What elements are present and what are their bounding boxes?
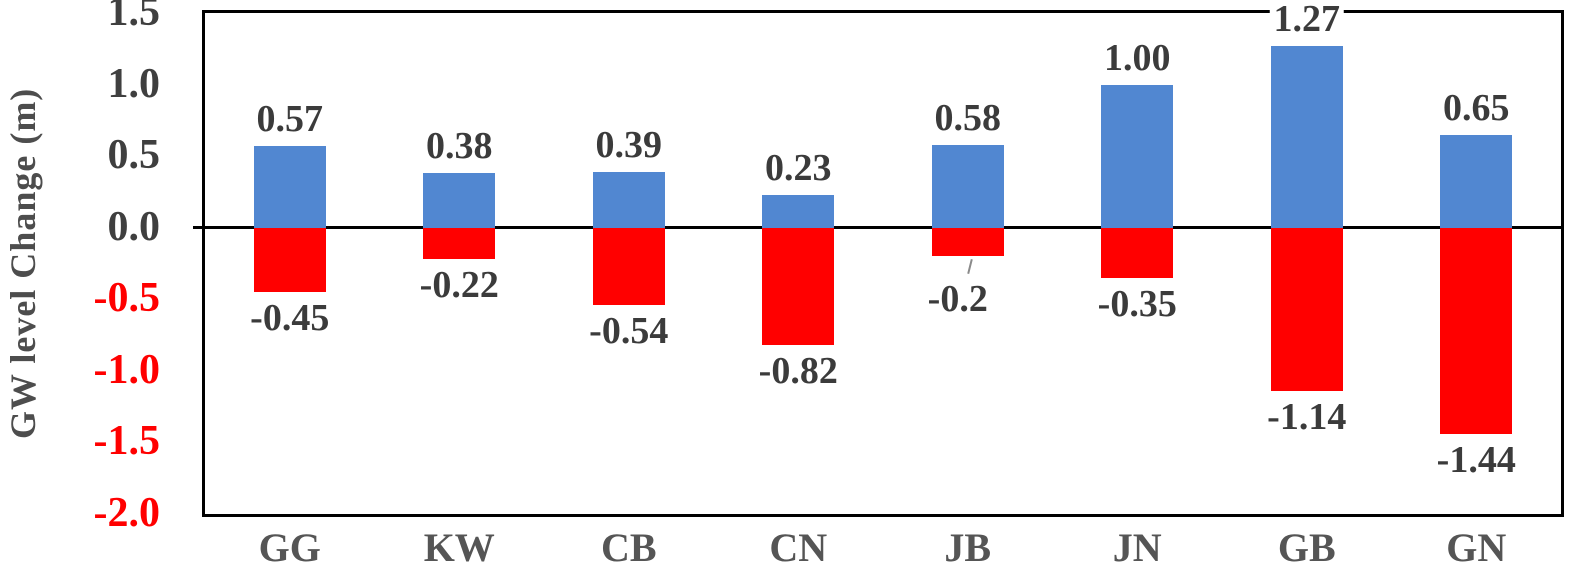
bar-positive-KW bbox=[423, 173, 496, 228]
bar-positive-GB bbox=[1270, 45, 1343, 228]
y-tick-label--0.5: -0.5 bbox=[93, 275, 161, 322]
bar-positive-GN bbox=[1440, 134, 1513, 228]
bar-negative-GN bbox=[1440, 227, 1513, 434]
bar-positive-JB bbox=[931, 144, 1004, 228]
value-label-negative-JB: -0.2 bbox=[923, 279, 992, 321]
y-tick-label--1.5: -1.5 bbox=[93, 418, 161, 465]
y-tick-label--2.0: -2.0 bbox=[93, 490, 161, 537]
x-axis-label-KW: KW bbox=[423, 525, 495, 570]
x-axis-label-GN: GN bbox=[1446, 525, 1507, 570]
bar-negative-GG bbox=[253, 227, 326, 293]
y-tick-label-0.0: 0.0 bbox=[107, 203, 161, 250]
zero-axis-line bbox=[193, 225, 1561, 229]
bar-positive-JN bbox=[1101, 84, 1174, 228]
value-label-negative-CB: -0.54 bbox=[585, 311, 673, 352]
value-label-positive-GN: 0.65 bbox=[1439, 88, 1514, 129]
bar-negative-CN bbox=[762, 227, 835, 346]
x-axis-label-JB: JB bbox=[944, 525, 992, 570]
value-label-negative-GG: -0.45 bbox=[246, 298, 334, 340]
bar-positive-GG bbox=[253, 146, 326, 228]
x-axis-label-JN: JN bbox=[1112, 525, 1162, 570]
plot-area bbox=[202, 10, 1564, 517]
bar-positive-CB bbox=[592, 171, 665, 228]
bar-negative-GB bbox=[1270, 227, 1343, 391]
bar-negative-KW bbox=[423, 227, 496, 260]
value-label-positive-JN: 1.00 bbox=[1100, 38, 1175, 79]
y-tick-label--1.0: -1.0 bbox=[93, 347, 161, 394]
value-label-negative-JN: -0.35 bbox=[1093, 284, 1181, 325]
bar-negative-JN bbox=[1101, 227, 1174, 278]
value-label-negative-GN: -1.44 bbox=[1432, 440, 1520, 481]
y-tick-label-0.5: 0.5 bbox=[107, 132, 161, 179]
value-label-positive-GG: 0.57 bbox=[252, 99, 327, 141]
value-label-positive-GB: 1.27 bbox=[1269, 0, 1344, 40]
value-label-positive-CB: 0.39 bbox=[591, 125, 666, 166]
x-axis-label-CB: CB bbox=[600, 525, 657, 570]
x-axis-label-GG: GG bbox=[258, 525, 321, 570]
value-label-positive-JB: 0.58 bbox=[930, 98, 1005, 139]
value-label-negative-KW: -0.22 bbox=[415, 265, 503, 307]
bar-positive-CN bbox=[762, 194, 835, 228]
y-tick-label-1.5: 1.5 bbox=[107, 0, 161, 36]
value-label-positive-KW: 0.38 bbox=[422, 127, 497, 168]
value-label-negative-GB: -1.14 bbox=[1263, 397, 1351, 438]
value-label-positive-CN: 0.23 bbox=[761, 148, 836, 189]
value-label-negative-CN: -0.82 bbox=[754, 351, 842, 392]
x-axis-label-GB: GB bbox=[1277, 525, 1336, 570]
bar-negative-JB bbox=[931, 227, 1004, 257]
bar-negative-CB bbox=[592, 227, 665, 305]
x-axis-label-CN: CN bbox=[769, 525, 828, 570]
y-tick-label-1.0: 1.0 bbox=[107, 60, 161, 107]
